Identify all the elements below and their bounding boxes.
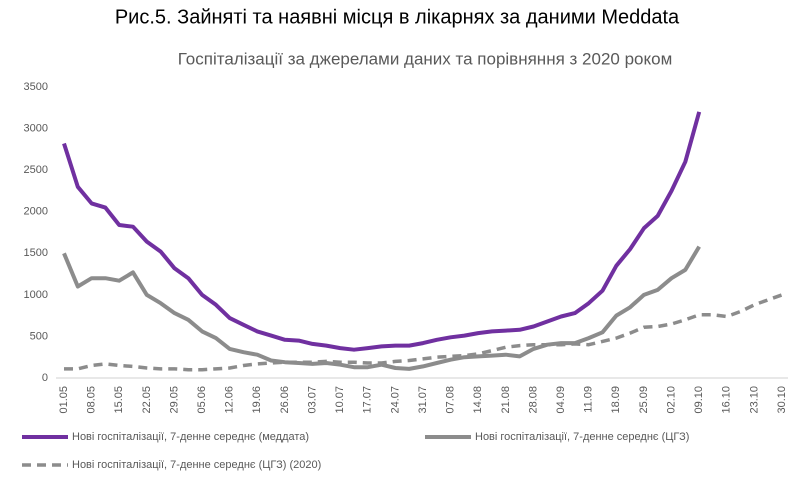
chart-title: Госпіталізації за джерелами даних та пор… — [178, 49, 673, 68]
x-tick-label: 04.09 — [555, 386, 567, 414]
x-tick-label: 17.07 — [362, 386, 374, 414]
x-tick-label: 05.06 — [196, 386, 208, 414]
y-tick-label: 0 — [42, 372, 48, 384]
x-tick-label: 11.09 — [583, 386, 595, 413]
y-tick-label: 1500 — [24, 247, 48, 259]
x-tick-label: 16.10 — [721, 386, 733, 414]
x-tick-label: 18.09 — [610, 386, 622, 414]
x-tick-label: 31.07 — [417, 386, 429, 414]
x-tick-label: 30.10 — [776, 386, 788, 414]
series-line — [62, 245, 701, 371]
x-tick-label: 09.10 — [693, 386, 705, 414]
y-tick-label: 500 — [30, 330, 48, 342]
y-tick-label: 1000 — [24, 289, 48, 301]
x-tick-label: 03.07 — [306, 386, 318, 414]
x-tick-label: 21.08 — [500, 386, 512, 414]
x-tick-label: 01.05 — [58, 386, 70, 414]
x-tick-label: 14.08 — [472, 386, 484, 414]
x-tick-label: 15.05 — [113, 386, 125, 414]
heading: Рис.5. Зайняті та наявні місця в лікарня… — [115, 6, 680, 28]
series-line — [64, 293, 783, 372]
legend-label: Нові госпіталізації, 7-денне середнє (ЦГ… — [72, 459, 321, 471]
x-tick-label: 10.07 — [334, 386, 346, 414]
x-tick-label: 19.06 — [251, 386, 263, 414]
y-tick-label: 2500 — [24, 164, 48, 176]
y-tick-label: 2000 — [24, 206, 48, 218]
x-tick-label: 25.09 — [638, 386, 650, 414]
series-line — [62, 111, 702, 352]
x-tick-label: 29.05 — [168, 386, 180, 414]
x-tick-label: 07.08 — [445, 386, 457, 414]
x-tick-label: 26.06 — [279, 386, 291, 414]
x-tick-label: 28.08 — [527, 386, 539, 414]
y-tick-label: 3000 — [24, 122, 48, 134]
legend-label: Нові госпіталізації, 7-денне середнє (ЦГ… — [475, 431, 689, 443]
legend-label: Нові госпіталізації, 7-денне середнє (ме… — [72, 431, 309, 443]
x-tick-label: 24.07 — [389, 386, 401, 414]
x-tick-label: 22.05 — [141, 386, 153, 414]
x-tick-label: 08.05 — [86, 386, 98, 414]
x-tick-label: 12.06 — [224, 386, 236, 414]
x-tick-label: 02.10 — [665, 386, 677, 414]
y-tick-label: 3500 — [24, 81, 48, 93]
x-tick-label: 23.10 — [748, 386, 760, 414]
